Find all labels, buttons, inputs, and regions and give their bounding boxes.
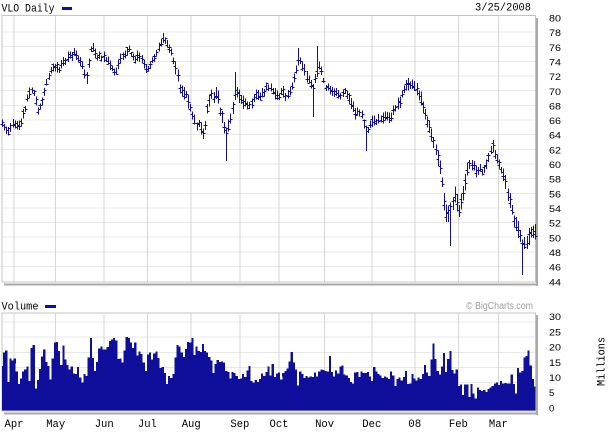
svg-text:78: 78 — [549, 28, 561, 39]
svg-text:Feb: Feb — [449, 419, 468, 431]
svg-text:60: 60 — [549, 160, 561, 171]
svg-text:Oct: Oct — [270, 419, 289, 431]
svg-text:70: 70 — [549, 87, 561, 98]
svg-text:Dec: Dec — [362, 419, 381, 431]
svg-text:May: May — [46, 419, 65, 431]
svg-text:20: 20 — [549, 343, 561, 354]
svg-text:Jun: Jun — [95, 419, 114, 431]
svg-text:62: 62 — [549, 145, 561, 156]
svg-text:10: 10 — [549, 373, 561, 384]
svg-text:30: 30 — [549, 312, 561, 323]
svg-text:48: 48 — [549, 248, 561, 259]
svg-text:5: 5 — [549, 388, 554, 399]
svg-text:44: 44 — [549, 277, 561, 288]
svg-text:46: 46 — [549, 263, 561, 274]
svg-text:Sep: Sep — [230, 419, 249, 431]
svg-text:54: 54 — [549, 204, 561, 215]
svg-text:80: 80 — [549, 14, 561, 25]
svg-text:52: 52 — [549, 219, 561, 230]
svg-text:Volume: Volume — [2, 302, 39, 314]
svg-text:76: 76 — [549, 43, 561, 54]
svg-text:68: 68 — [549, 101, 561, 112]
svg-text:0: 0 — [549, 403, 554, 414]
svg-text:72: 72 — [549, 72, 561, 83]
svg-text:3/25/2008: 3/25/2008 — [475, 3, 531, 15]
svg-text:64: 64 — [549, 131, 561, 142]
svg-text:Mar: Mar — [489, 419, 508, 431]
svg-text:56: 56 — [549, 189, 561, 200]
svg-text:VLO Daily: VLO Daily — [2, 4, 55, 16]
svg-text:66: 66 — [549, 116, 561, 127]
svg-text:50: 50 — [549, 233, 561, 244]
svg-text:Millions: Millions — [597, 337, 609, 386]
svg-text:25: 25 — [549, 327, 561, 338]
svg-text:08: 08 — [408, 419, 421, 431]
svg-text:Aug: Aug — [182, 419, 201, 431]
svg-text:Nov: Nov — [315, 419, 334, 431]
svg-text:© BigCharts.com: © BigCharts.com — [466, 301, 533, 312]
svg-text:Jul: Jul — [138, 419, 157, 431]
svg-text:15: 15 — [549, 358, 561, 369]
svg-text:Apr: Apr — [5, 419, 24, 431]
svg-text:74: 74 — [549, 58, 561, 69]
svg-text:58: 58 — [549, 175, 561, 186]
